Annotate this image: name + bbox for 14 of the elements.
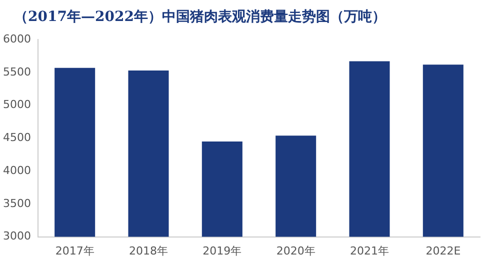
- x-tick-label: 2021年: [350, 244, 389, 258]
- y-tick-label: 4500: [2, 131, 31, 144]
- y-tick-label: 5000: [2, 98, 31, 112]
- y-tick-label: 5500: [2, 65, 31, 78]
- x-tick-label: 2017年: [55, 244, 94, 258]
- y-tick-label: 4000: [2, 164, 31, 177]
- x-tick-label: 2020年: [276, 244, 316, 258]
- x-tick-label: 2018年: [128, 244, 168, 258]
- x-tick-label: 2019年: [202, 244, 242, 258]
- chart-title: （2017年—2022年）中国猪肉表观消费量走势图（万吨）: [14, 8, 387, 27]
- y-tick-label: 3500: [2, 196, 31, 210]
- x-tick-label: 2022E: [426, 244, 461, 258]
- y-tick-label: 6000: [2, 32, 31, 46]
- y-tick-label: 3000: [2, 230, 31, 243]
